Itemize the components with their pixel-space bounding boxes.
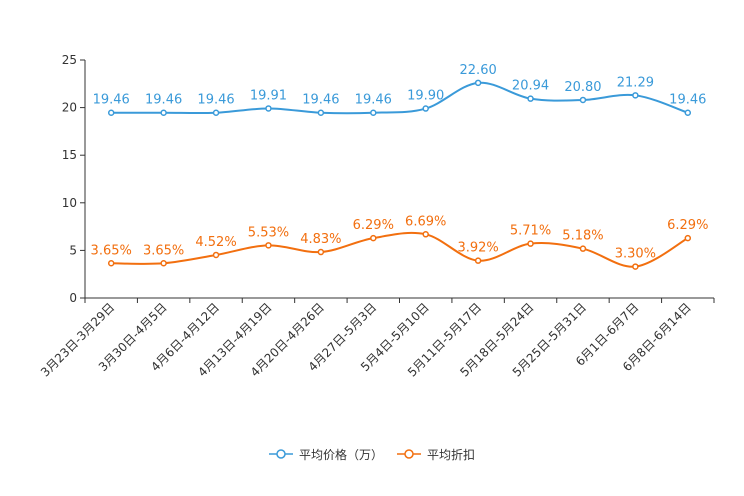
data-point bbox=[212, 251, 220, 259]
data-point bbox=[422, 105, 429, 112]
data-point bbox=[212, 109, 220, 116]
series-line-1 bbox=[111, 231, 689, 268]
series-line-0 bbox=[111, 81, 689, 115]
data-label: 19.46 bbox=[197, 93, 234, 108]
legend-label-discount: 平均折扣 bbox=[427, 447, 476, 462]
legend-line-circle-icon bbox=[397, 449, 421, 459]
data-label: 19.46 bbox=[355, 93, 392, 108]
data-point bbox=[632, 92, 639, 99]
y-tick-label: 0 bbox=[69, 291, 77, 305]
data-label: 4.83% bbox=[300, 232, 341, 247]
data-label: 5.71% bbox=[510, 224, 551, 239]
data-label: 20.94 bbox=[512, 79, 549, 94]
data-label: 21.29 bbox=[617, 75, 654, 90]
data-point bbox=[107, 260, 115, 267]
data-point bbox=[422, 231, 429, 238]
y-tick-label: 15 bbox=[62, 148, 77, 162]
data-point bbox=[107, 109, 115, 116]
data-label: 6.69% bbox=[405, 214, 446, 229]
data-point bbox=[684, 109, 692, 116]
legend-line-circle-icon bbox=[268, 449, 293, 459]
data-label: 5.18% bbox=[562, 229, 603, 244]
line-chart: 05101520253月23日-3月29日3月30日-4月5日4月6日-4月12… bbox=[38, 53, 715, 380]
data-point bbox=[265, 242, 272, 249]
data-label: 3.30% bbox=[615, 247, 656, 262]
data-label: 3.92% bbox=[457, 241, 498, 256]
y-tick-label: 5 bbox=[69, 243, 77, 257]
y-tick-label: 10 bbox=[62, 196, 77, 210]
data-label: 19.90 bbox=[407, 89, 444, 104]
data-point bbox=[474, 257, 482, 264]
data-label: 19.46 bbox=[669, 93, 706, 108]
data-point bbox=[265, 105, 272, 112]
data-label: 3.65% bbox=[91, 243, 132, 258]
legend-item-discount[interactable]: 平均折扣 bbox=[397, 446, 475, 463]
data-label: 4.52% bbox=[195, 235, 236, 250]
data-label: 19.91 bbox=[250, 88, 287, 103]
data-point bbox=[317, 109, 325, 116]
y-tick-label: 20 bbox=[62, 101, 77, 115]
data-point bbox=[684, 234, 692, 242]
data-label: 6.29% bbox=[667, 218, 708, 233]
data-point bbox=[317, 248, 325, 256]
data-point bbox=[370, 109, 377, 116]
y-tick-label: 25 bbox=[62, 53, 77, 67]
data-label: 5.53% bbox=[248, 225, 289, 240]
chart-legend: 平均价格（万） 平均折扣 bbox=[0, 444, 744, 464]
data-point bbox=[579, 245, 587, 252]
data-point bbox=[474, 79, 482, 87]
data-point bbox=[632, 263, 639, 270]
data-point bbox=[527, 95, 534, 102]
data-point bbox=[160, 260, 167, 267]
data-label: 6.29% bbox=[353, 218, 394, 233]
data-point bbox=[579, 96, 587, 104]
data-label: 19.46 bbox=[145, 93, 182, 108]
data-label: 22.60 bbox=[460, 63, 497, 78]
data-label: 20.80 bbox=[564, 80, 601, 95]
data-point bbox=[527, 240, 534, 247]
legend-item-price[interactable]: 平均价格（万） bbox=[268, 446, 383, 463]
data-point bbox=[370, 234, 377, 242]
data-point bbox=[160, 109, 167, 116]
legend-label-price: 平均价格（万） bbox=[298, 447, 383, 462]
data-label: 19.46 bbox=[93, 93, 130, 108]
data-label: 3.65% bbox=[143, 243, 184, 258]
data-label: 19.46 bbox=[302, 93, 339, 108]
